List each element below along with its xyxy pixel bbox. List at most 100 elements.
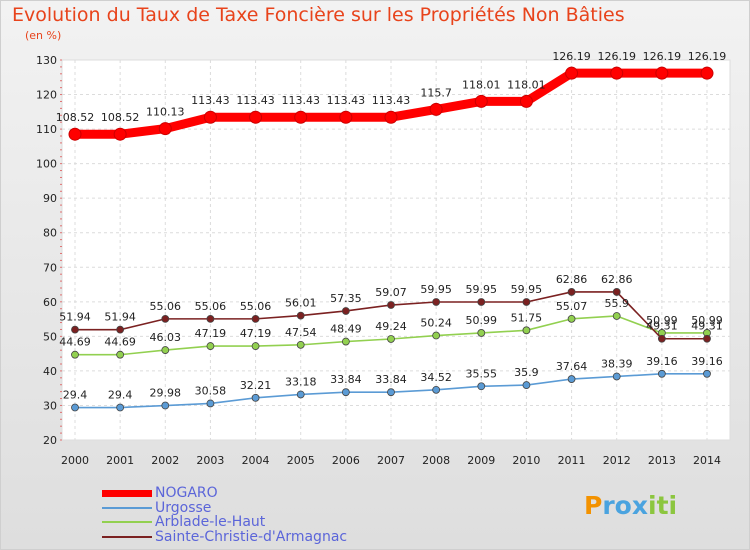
data-label: 113.43 [327, 94, 366, 107]
data-point [522, 298, 531, 306]
data-label: 47.19 [195, 327, 227, 340]
data-point [161, 314, 170, 323]
data-point [296, 340, 305, 349]
data-label: 126.19 [688, 50, 727, 63]
data-point [612, 288, 621, 296]
data-label: 51.94 [59, 311, 91, 324]
data-point [477, 298, 486, 306]
data-point [612, 312, 621, 320]
data-label: 113.43 [281, 94, 320, 107]
data-label: 113.43 [191, 94, 230, 107]
data-point [71, 325, 79, 334]
data-point [296, 390, 305, 399]
data-label: 37.64 [556, 360, 588, 373]
chart-unit: (en %) [25, 29, 62, 42]
logo-letter: i [668, 491, 678, 520]
data-label: 118.01 [462, 78, 501, 91]
data-point [161, 401, 170, 410]
proxiti-logo: Proxiti [584, 491, 677, 520]
data-label: 55.06 [150, 300, 182, 313]
axes: 20 30 40 50 60 70 80 90 100 110 120 130 2000 2001 2002… [36, 54, 721, 467]
data-label: 126.19 [643, 50, 682, 63]
logo-letter: x [631, 491, 648, 520]
data-label: 50.99 [646, 314, 678, 327]
data-point [522, 381, 531, 389]
data-point [432, 331, 441, 340]
y-tick-label: 90 [43, 192, 57, 205]
data-label: 49.31 [646, 320, 678, 333]
data-label: 59.95 [511, 283, 543, 296]
logo-letter: P [584, 491, 603, 520]
legend-label-nogaro: NOGARO [155, 485, 218, 501]
data-point [655, 66, 669, 80]
data-label: 108.52 [56, 111, 95, 124]
data-label: 33.84 [330, 373, 362, 386]
x-tick-label: 2011 [558, 454, 586, 467]
data-point [657, 334, 666, 343]
logo-letter: i [648, 491, 657, 520]
data-label: 55.9 [604, 297, 629, 310]
data-point [567, 375, 576, 383]
x-tick-label: 2005 [287, 454, 315, 467]
data-point [71, 350, 79, 359]
legend-swatch-sainte-christie [102, 535, 152, 538]
data-point [610, 66, 624, 80]
data-point [251, 342, 260, 350]
data-label: 62.86 [556, 273, 588, 286]
data-label: 30.58 [195, 384, 227, 397]
data-label: 55.06 [195, 300, 227, 313]
x-tick-label: 2002 [151, 454, 179, 467]
data-point [113, 127, 127, 141]
data-point [203, 110, 217, 124]
data-label: 51.75 [511, 311, 543, 324]
data-label: 35.9 [514, 366, 539, 379]
data-point [294, 110, 308, 124]
data-label: 32.21 [240, 379, 272, 392]
data-label: 38.39 [601, 357, 633, 370]
data-label: 55.07 [556, 300, 588, 313]
data-point [432, 385, 441, 394]
data-point [387, 301, 395, 309]
data-point [522, 326, 531, 335]
data-label: 113.43 [236, 94, 275, 107]
y-tick-label: 80 [43, 227, 57, 240]
x-tick-label: 2014 [693, 454, 721, 467]
data-label: 59.95 [466, 283, 498, 296]
data-point [161, 346, 170, 354]
data-label: 29.4 [63, 389, 88, 402]
data-label: 110.13 [146, 106, 185, 119]
data-label: 59.07 [375, 286, 407, 299]
data-label: 49.24 [375, 320, 407, 333]
data-label: 44.69 [104, 336, 136, 349]
y-tick-label: 130 [36, 54, 57, 67]
data-point [341, 307, 350, 315]
x-tick-label: 2003 [196, 454, 224, 467]
series-layer [68, 66, 714, 412]
data-point [341, 337, 350, 346]
data-point [432, 298, 441, 306]
data-point [700, 66, 714, 80]
x-tick-label: 2001 [106, 454, 134, 467]
line-chart: 20 30 40 50 60 70 80 90 100 110 120 130 2000 2001 2002… [36, 50, 731, 467]
logo-letter: t [656, 491, 669, 520]
x-tick-label: 2000 [61, 454, 89, 467]
data-point [567, 288, 576, 296]
data-point [206, 342, 215, 350]
data-point [206, 314, 215, 323]
y-tick-label: 20 [43, 434, 57, 447]
x-tick-label: 2013 [648, 454, 676, 467]
y-tick-label: 120 [36, 89, 57, 102]
legend-swatch-arblade [102, 521, 152, 523]
data-label: 56.01 [285, 297, 317, 310]
x-tick-label: 2006 [332, 454, 360, 467]
data-label: 34.52 [420, 371, 452, 384]
data-label: 51.94 [104, 311, 136, 324]
y-tick-label: 70 [43, 261, 57, 274]
data-point [384, 110, 398, 124]
data-point [429, 102, 443, 116]
data-label: 47.19 [240, 327, 272, 340]
y-tick-label: 60 [43, 296, 57, 309]
x-tick-label: 2007 [377, 454, 405, 467]
data-label: 46.03 [150, 331, 182, 344]
data-point [116, 350, 125, 359]
